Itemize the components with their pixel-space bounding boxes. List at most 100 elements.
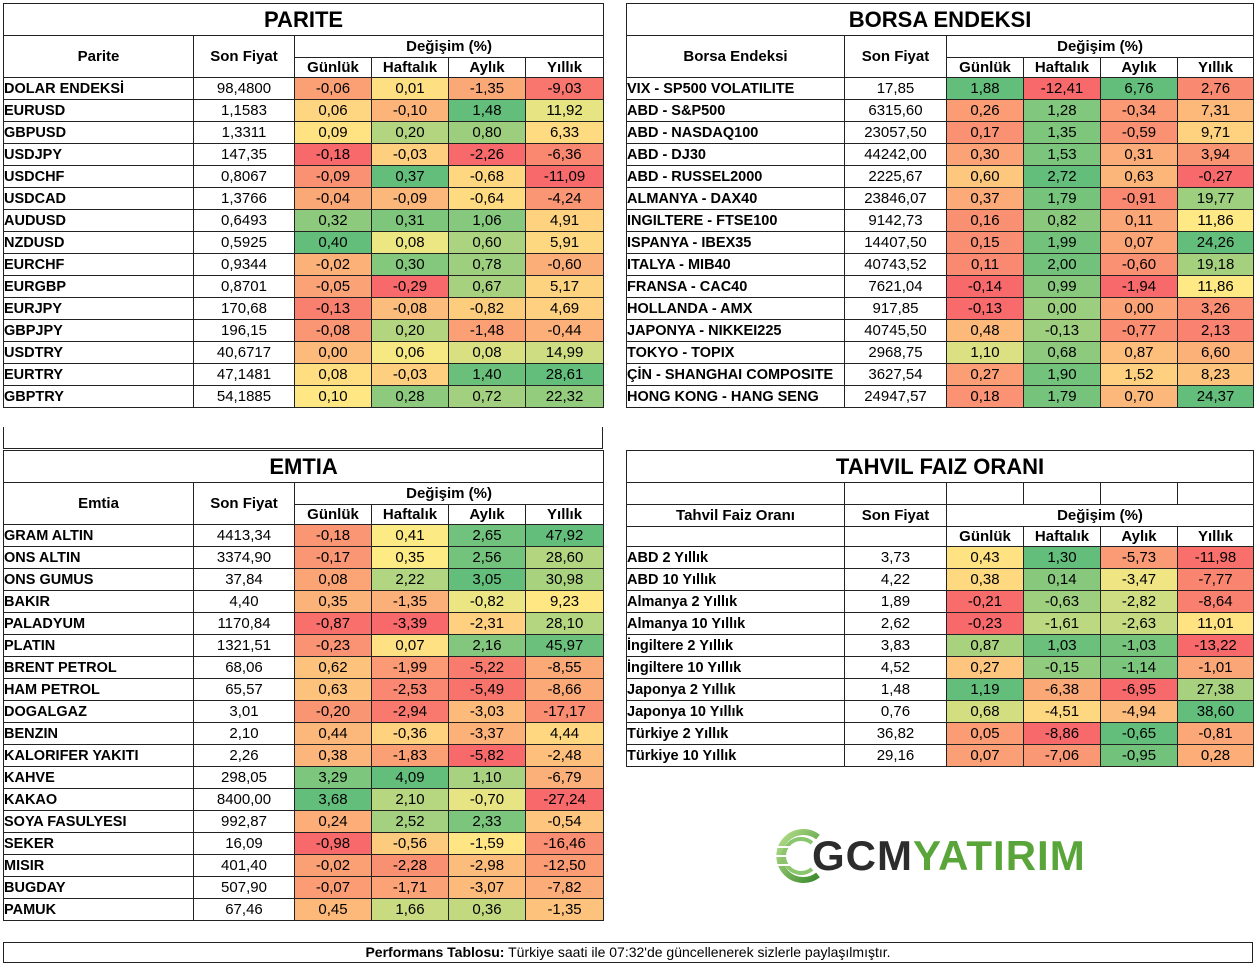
row-yearly: 2,76 [1176, 77, 1255, 100]
row-yearly: 8,23 [1176, 363, 1255, 386]
empty-cell [844, 482, 947, 505]
table-row: PALADYUM 1170,84 -0,87 -3,39 -2,31 28,10 [3, 612, 605, 635]
table-row: GBPJPY 196,15 -0,08 0,20 -1,48 -0,44 [3, 319, 605, 342]
row-daily: 0,06 [294, 99, 372, 122]
row-monthly: 0,08 [448, 341, 526, 364]
row-yearly: -11,98 [1176, 546, 1255, 569]
row-monthly: 6,76 [1100, 77, 1178, 100]
emtia-table: EMTIA Emtia Son Fiyat Değişim (%) Günlük… [2, 450, 605, 921]
row-yearly: -0,44 [524, 319, 605, 342]
row-monthly: 0,80 [448, 121, 526, 144]
table-row: KALORIFER YAKITI 2,26 0,38 -1,83 -5,82 -2,48 [3, 744, 605, 767]
row-daily: -0,14 [946, 275, 1024, 298]
row-yearly: 0,28 [1176, 744, 1255, 767]
parite-panel: PARITE Parite Son Fiyat Değişim (%) Günl… [2, 3, 605, 408]
row-price: 40,6717 [193, 341, 295, 364]
row-name: Türkiye 10 Yıllık [626, 744, 845, 767]
row-yearly: -7,77 [1176, 568, 1255, 591]
row-monthly: 0,70 [1100, 385, 1178, 408]
row-name: GBPTRY [3, 385, 194, 408]
row-monthly: 3,05 [448, 568, 526, 591]
row-name: ITALYA - MIB40 [626, 253, 845, 276]
col-header-yearly: Yıllık [524, 57, 605, 78]
row-weekly: -0,08 [371, 297, 449, 320]
row-monthly: -5,82 [448, 744, 526, 767]
col-header-daily: Günlük [294, 504, 372, 525]
table-row: HOLLANDA - AMX 917,85 -0,13 0,00 0,00 3,26 [626, 297, 1255, 320]
table-row: HAM PETROL 65,57 0,63 -2,53 -5,49 -8,66 [3, 678, 605, 701]
row-monthly: -0,77 [1100, 319, 1178, 342]
row-price: 917,85 [844, 297, 947, 320]
row-weekly: -2,53 [371, 678, 449, 701]
col-header-monthly: Aylık [1100, 526, 1178, 547]
row-weekly: 0,20 [371, 319, 449, 342]
row-monthly: -2,63 [1100, 612, 1178, 635]
row-daily: -0,20 [294, 700, 372, 723]
table-row: EURTRY 47,1481 0,08 -0,03 1,40 28,61 [3, 363, 605, 386]
row-daily: 0,05 [946, 722, 1024, 745]
row-daily: 0,16 [946, 209, 1024, 232]
row-monthly: 1,40 [448, 363, 526, 386]
table-row: KAHVE 298,05 3,29 4,09 1,10 -6,79 [3, 766, 605, 789]
row-weekly: 0,00 [1023, 297, 1101, 320]
table-row: NZDUSD 0,5925 0,40 0,08 0,60 5,91 [3, 231, 605, 254]
globe-icon [774, 829, 820, 883]
row-yearly: -1,35 [524, 898, 605, 921]
table-row: BAKIR 4,40 0,35 -1,35 -0,82 9,23 [3, 590, 605, 613]
borsa-title: BORSA ENDEKSI [625, 3, 1255, 36]
row-daily: -0,13 [294, 297, 372, 320]
col-header-change: Değişim (%) [293, 482, 605, 505]
row-name: SEKER [3, 832, 194, 855]
col-header-monthly: Aylık [1100, 57, 1178, 78]
row-monthly: 0,00 [1100, 297, 1178, 320]
col-header-daily: Günlük [946, 526, 1024, 547]
col-header-yearly: Yıllık [1176, 526, 1255, 547]
row-yearly: -16,46 [524, 832, 605, 855]
row-name: JAPONYA - NIKKEI225 [626, 319, 845, 342]
row-weekly: -1,61 [1023, 612, 1101, 635]
row-monthly: 2,56 [448, 546, 526, 569]
table-row: ABD 10 Yıllık 4,22 0,38 0,14 -3,47 -7,77 [626, 568, 1255, 591]
row-weekly: 2,00 [1023, 253, 1101, 276]
table-row: DOGALGAZ 3,01 -0,20 -2,94 -3,03 -17,17 [3, 700, 605, 723]
col-header-daily: Günlük [946, 57, 1024, 78]
row-price: 23846,07 [844, 187, 947, 210]
row-yearly: 11,86 [1176, 209, 1255, 232]
row-weekly: -2,94 [371, 700, 449, 723]
row-price: 1,48 [844, 678, 947, 701]
row-monthly: -0,59 [1100, 121, 1178, 144]
empty-cell [1176, 482, 1255, 505]
col-header-name: Parite [3, 35, 194, 78]
row-name: EURTRY [3, 363, 194, 386]
row-price: 67,46 [193, 898, 295, 921]
row-daily: 0,27 [946, 363, 1024, 386]
row-yearly: 3,94 [1176, 143, 1255, 166]
row-daily: 0,38 [946, 568, 1024, 591]
row-weekly: 0,20 [371, 121, 449, 144]
row-daily: 0,26 [946, 99, 1024, 122]
col-header-name: Borsa Endeksi [626, 35, 845, 78]
row-name: ONS GUMUS [3, 568, 194, 591]
row-yearly: 28,10 [524, 612, 605, 635]
row-weekly: 0,68 [1023, 341, 1101, 364]
row-price: 24947,57 [844, 385, 947, 408]
row-name: GRAM ALTIN [3, 524, 194, 547]
table-row: Japonya 10 Yıllık 0,76 0,68 -4,51 -4,94 38,60 [626, 700, 1255, 723]
row-yearly: 27,38 [1176, 678, 1255, 701]
row-monthly: -0,82 [448, 297, 526, 320]
row-monthly: -0,70 [448, 788, 526, 811]
row-monthly: 0,67 [448, 275, 526, 298]
row-daily: 0,08 [294, 363, 372, 386]
row-weekly: -0,36 [371, 722, 449, 745]
row-name: VIX - SP500 VOLATILITE [626, 77, 845, 100]
row-daily: -0,13 [946, 297, 1024, 320]
table-row: ISPANYA - IBEX35 14407,50 0,15 1,99 0,07 24,2… [626, 231, 1255, 254]
row-monthly: -5,22 [448, 656, 526, 679]
row-name: GBPJPY [3, 319, 194, 342]
row-yearly: 4,69 [524, 297, 605, 320]
empty-cell [844, 526, 947, 547]
row-price: 1,3311 [193, 121, 295, 144]
row-weekly: -0,29 [371, 275, 449, 298]
row-weekly: 1,03 [1023, 634, 1101, 657]
row-name: ABD - NASDAQ100 [626, 121, 845, 144]
